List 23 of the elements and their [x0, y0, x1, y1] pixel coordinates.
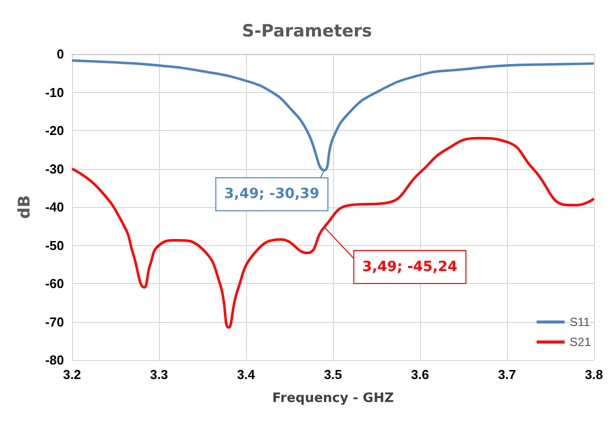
- legend-label: S21: [570, 335, 592, 349]
- x-tick-label: 3.6: [410, 367, 430, 382]
- y-tick-label: -40: [45, 200, 64, 214]
- y-tick-label: 0: [56, 46, 64, 62]
- y-tick-label: -10: [45, 84, 64, 100]
- y-tick-label: -30: [45, 161, 64, 176]
- y-tick-label: -80: [45, 352, 64, 368]
- y-tick-label: -50: [45, 238, 64, 253]
- y-tick-label: -60: [45, 276, 64, 291]
- x-axis-title: Frequency - GHZ: [272, 391, 394, 406]
- x-tick-label: 3.2: [62, 367, 82, 382]
- x-tick-label: 3.4: [236, 367, 256, 382]
- x-tick-label: 3.7: [498, 367, 516, 382]
- y-tick-label: -70: [45, 314, 64, 330]
- annotation: 3,49; -30,39: [224, 186, 320, 202]
- annotation: 3,49; -45,24: [362, 259, 458, 276]
- y-tick-label: -20: [45, 123, 64, 138]
- x-tick-label: 3.5: [324, 367, 342, 382]
- x-tick-label: 3.8: [584, 367, 604, 382]
- legend-label: S11: [570, 315, 590, 329]
- y-axis-title: dB: [14, 195, 34, 219]
- x-tick-label: 3.3: [150, 367, 168, 382]
- chart-title: S-Parameters: [242, 22, 372, 42]
